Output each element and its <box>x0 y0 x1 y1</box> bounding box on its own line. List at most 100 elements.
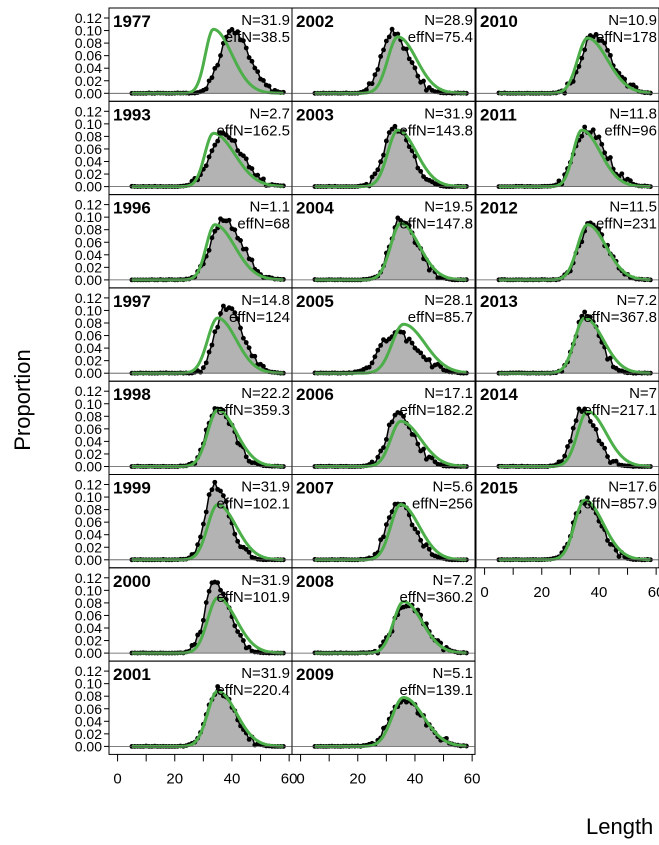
observed-point <box>366 364 372 370</box>
panel-year-label: 2004 <box>296 199 334 218</box>
observed-point <box>212 228 218 234</box>
y-tick-label: 0.00 <box>75 365 102 381</box>
panel-year-label: 2003 <box>296 105 334 124</box>
y-tick-label: 0.10 <box>75 582 102 598</box>
observed-point <box>255 69 261 75</box>
y-tick-label: 0.08 <box>75 595 102 611</box>
y-tick-label: 0.06 <box>75 421 102 437</box>
observed-point <box>246 644 252 650</box>
panel-n-label: N=31.9 <box>241 479 290 496</box>
observed-point <box>415 165 421 171</box>
y-tick-label: 0.00 <box>75 459 102 475</box>
panel-effn-label: effN=143.8 <box>399 122 473 139</box>
panel-frame <box>475 474 659 569</box>
observed-point <box>218 53 223 58</box>
panel-effn-label: effN=96 <box>604 122 657 139</box>
observed-point <box>383 38 389 44</box>
observed-point <box>220 591 226 597</box>
panel-n-label: N=5.6 <box>433 479 473 496</box>
observed-point <box>232 623 238 629</box>
observed-point <box>240 153 246 159</box>
observed-point <box>218 311 223 316</box>
y-tick-label: 0.00 <box>75 645 102 661</box>
panel-effn-label: effN=102.1 <box>216 496 290 513</box>
y-tick-label: 0.06 <box>75 141 102 157</box>
x-tick-label: 0 <box>296 770 304 787</box>
observed-point <box>605 47 610 53</box>
observed-area <box>131 482 284 560</box>
observed-point <box>200 617 206 623</box>
observed-point <box>378 159 384 165</box>
observed-point <box>206 247 212 253</box>
observed-point <box>215 62 221 68</box>
y-tick-label: 0.12 <box>75 663 102 679</box>
observed-point <box>372 354 378 360</box>
observed-point <box>613 458 619 464</box>
observed-point <box>593 426 599 432</box>
y-tick-label: 0.12 <box>75 383 102 399</box>
observed-point <box>203 163 209 169</box>
y-tick-label: 0.02 <box>75 633 102 649</box>
observed-point <box>579 55 585 61</box>
observed-point <box>240 638 246 643</box>
observed-point <box>381 534 386 540</box>
x-tick-label: 40 <box>407 770 424 787</box>
observed-point <box>246 345 252 351</box>
y-tick-label: 0.04 <box>75 247 102 263</box>
y-tick-label: 0.04 <box>75 620 102 636</box>
x-tick-label: 20 <box>349 770 366 787</box>
observed-point <box>215 324 221 330</box>
observed-point <box>573 418 579 424</box>
observed-point <box>218 488 223 494</box>
y-tick-label: 0.06 <box>75 701 102 717</box>
observed-point <box>409 340 415 346</box>
observed-point <box>198 369 203 375</box>
x-axis-label: Length <box>586 814 654 839</box>
observed-point <box>220 303 226 309</box>
y-tick-label: 0.00 <box>75 552 102 568</box>
panel-year-label: 2011 <box>480 105 517 124</box>
observed-point <box>381 445 386 451</box>
observed-point <box>412 154 418 159</box>
observed-point <box>203 360 209 366</box>
observed-point <box>238 238 243 243</box>
observed-point <box>605 538 610 543</box>
observed-point <box>243 340 249 345</box>
observed-point <box>198 534 203 540</box>
panel-n-label: N=31.9 <box>241 12 290 29</box>
observed-point <box>605 454 610 459</box>
y-tick-label: 0.08 <box>75 408 102 424</box>
observed-point <box>579 133 585 139</box>
observed-point <box>246 549 252 555</box>
observed-point <box>200 365 206 371</box>
y-axis-label: Proportion <box>10 349 35 451</box>
panel-1977: 1977 N=31.9effN=38.50.000.020.040.060.080… <box>75 7 293 102</box>
observed-point <box>261 363 266 369</box>
observed-point <box>212 66 218 71</box>
observed-point <box>375 67 381 72</box>
y-tick-label: 0.10 <box>75 302 102 318</box>
observed-point <box>386 130 392 135</box>
observed-point <box>238 325 243 331</box>
panel-year-label: 1996 <box>113 199 151 218</box>
y-tick-label: 0.02 <box>75 259 102 275</box>
observed-point <box>556 178 562 184</box>
panel-effn-label: effN=162.5 <box>216 122 290 139</box>
panel-n-label: N=7.2 <box>617 292 657 309</box>
y-tick-label: 0.04 <box>75 340 102 356</box>
observed-point <box>418 350 424 356</box>
panel-year-label: 2007 <box>296 479 334 498</box>
observed-point <box>369 360 375 366</box>
observed-point <box>203 509 209 515</box>
observed-point <box>426 546 432 552</box>
observed-point <box>596 134 602 140</box>
panel-n-label: N=31.9 <box>241 572 290 589</box>
